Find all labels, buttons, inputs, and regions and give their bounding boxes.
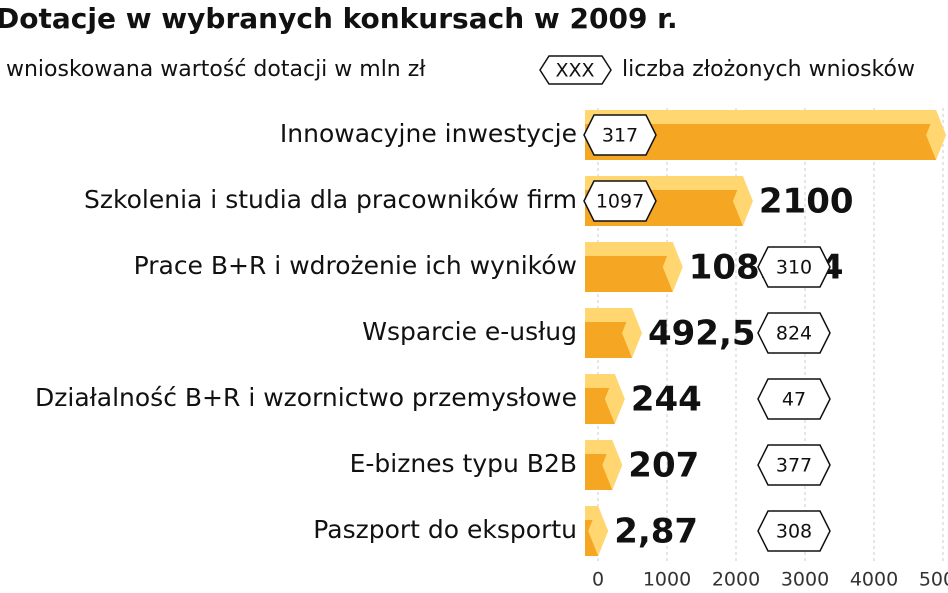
value-label: 2,87 xyxy=(614,512,698,552)
bar-end xyxy=(732,176,753,226)
count-label: 47 xyxy=(782,389,806,411)
bar-top xyxy=(585,242,673,256)
category-label: Prace B+R i wdrożenie ich wyników xyxy=(134,251,577,280)
count-hexagon xyxy=(757,510,831,552)
count-label: 1097 xyxy=(596,191,644,213)
chart-title: Dotacje w wybranych konkursach w 2009 r. xyxy=(0,2,678,35)
bar-top xyxy=(585,308,632,322)
count-hexagon xyxy=(757,444,831,486)
category-label: Innowacyjne inwestycje xyxy=(280,119,577,148)
count-label: 824 xyxy=(776,323,812,345)
value-label: 2100 xyxy=(759,182,854,222)
x-tick-label: 5000 xyxy=(919,569,948,591)
category-label: Szkolenia i studia dla pracowników firm xyxy=(84,185,577,214)
x-tick-label: 0 xyxy=(592,569,604,591)
count-label: 317 xyxy=(602,125,638,147)
bar-top xyxy=(585,374,615,388)
category-label: Paszport do eksportu xyxy=(313,515,577,544)
count-hexagon xyxy=(583,114,657,156)
bar-end xyxy=(662,242,683,292)
count-hexagon xyxy=(757,312,831,354)
bar-end xyxy=(602,440,623,490)
value-label: 244 xyxy=(631,380,702,420)
count-label: 310 xyxy=(776,257,812,279)
value-label: 492,5 xyxy=(648,314,756,354)
bar-end xyxy=(926,110,947,160)
x-tick-label: 3000 xyxy=(781,569,829,591)
bar-end xyxy=(588,506,609,556)
bar-end xyxy=(604,374,625,424)
bar-end xyxy=(621,308,642,358)
category-label: Wsparcie e-usług xyxy=(362,317,577,346)
x-tick-label: 2000 xyxy=(712,569,760,591)
legend-count: liczba złożonych wniosków xyxy=(622,57,915,82)
count-label: 308 xyxy=(776,521,812,543)
category-label: Działalność B+R i wzornictwo przemysłowe xyxy=(35,383,577,412)
count-label: 377 xyxy=(776,455,812,477)
bar-top xyxy=(585,110,937,124)
value-label: 207 xyxy=(628,446,699,486)
category-label: E-biznes typu B2B xyxy=(350,449,577,478)
x-tick-label: 4000 xyxy=(850,569,898,591)
count-hexagon xyxy=(757,246,831,288)
legend-count-symbol: XXX xyxy=(555,60,594,82)
x-tick-label: 1000 xyxy=(643,569,691,591)
count-hexagon xyxy=(583,180,657,222)
legend-value: wnioskowana wartość dotacji w mln zł xyxy=(6,57,426,82)
legend-hexagon xyxy=(539,55,612,85)
count-hexagon xyxy=(757,378,831,420)
bar-top xyxy=(585,440,613,454)
